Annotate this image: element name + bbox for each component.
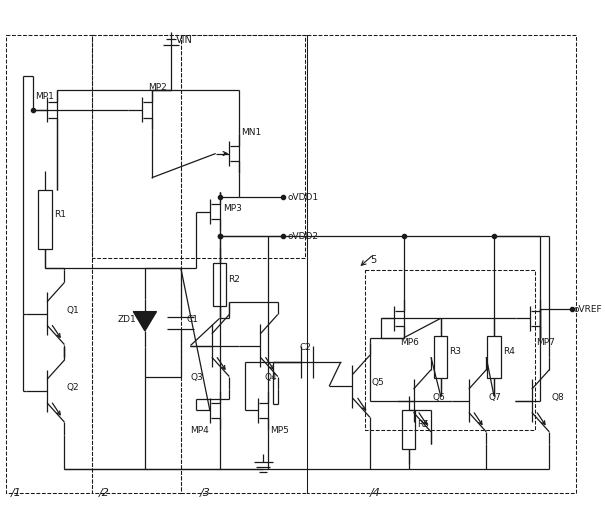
Bar xyxy=(402,411,416,449)
Text: oVREF: oVREF xyxy=(574,305,602,314)
Text: Q5: Q5 xyxy=(372,378,385,387)
Text: /3: /3 xyxy=(200,488,211,498)
Bar xyxy=(91,35,181,493)
Bar xyxy=(487,336,501,378)
Text: MN1: MN1 xyxy=(241,128,261,137)
Bar xyxy=(38,190,52,248)
Text: Q6: Q6 xyxy=(433,393,446,402)
Bar xyxy=(213,263,226,306)
Text: Q2: Q2 xyxy=(67,384,79,392)
Text: VIN: VIN xyxy=(176,35,193,45)
Bar xyxy=(365,270,535,430)
Bar xyxy=(434,336,448,378)
Text: Q1: Q1 xyxy=(67,306,79,315)
Bar xyxy=(91,35,305,258)
Text: R5: R5 xyxy=(417,420,430,429)
Text: MP6: MP6 xyxy=(400,338,419,347)
Bar xyxy=(307,35,577,493)
Text: MP3: MP3 xyxy=(223,204,243,213)
Text: ZD1: ZD1 xyxy=(118,315,137,325)
Text: C2: C2 xyxy=(299,343,311,352)
Text: oVDD2: oVDD2 xyxy=(287,232,318,241)
Text: R1: R1 xyxy=(54,210,66,219)
Text: R3: R3 xyxy=(450,347,462,356)
Text: MP5: MP5 xyxy=(270,426,289,435)
Text: MP1: MP1 xyxy=(35,93,54,102)
Polygon shape xyxy=(133,312,157,331)
Bar xyxy=(6,35,91,493)
Text: MP4: MP4 xyxy=(191,426,209,435)
Text: MP7: MP7 xyxy=(535,338,555,347)
Text: /1: /1 xyxy=(11,488,22,498)
Text: R4: R4 xyxy=(503,347,515,356)
Bar xyxy=(181,35,307,493)
Text: MP2: MP2 xyxy=(148,83,166,92)
Text: oVDD1: oVDD1 xyxy=(287,193,319,202)
Text: Q4: Q4 xyxy=(264,372,277,381)
Text: Q8: Q8 xyxy=(551,393,564,402)
Text: 5: 5 xyxy=(370,255,376,265)
Text: /4: /4 xyxy=(370,488,381,498)
Text: Q7: Q7 xyxy=(488,393,501,402)
Text: Q3: Q3 xyxy=(191,372,203,381)
Text: C1: C1 xyxy=(186,315,198,325)
Text: /2: /2 xyxy=(99,488,110,498)
Text: R2: R2 xyxy=(228,275,240,284)
